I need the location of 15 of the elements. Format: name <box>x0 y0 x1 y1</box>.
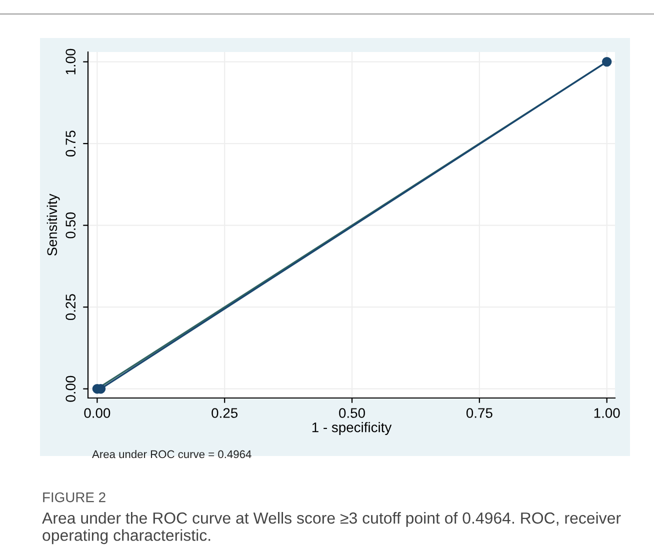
y-axis-title: Sensitivity <box>46 194 60 256</box>
y-tick-label: 0.00 <box>66 376 76 402</box>
x-tick-label: 1.00 <box>594 408 620 418</box>
x-tick-label: 0.75 <box>466 408 492 418</box>
y-tick-label: 0.25 <box>66 294 76 320</box>
x-axis-title: 1 - specificity <box>312 422 392 436</box>
y-tick-label: 0.50 <box>66 212 76 238</box>
x-tick-label: 0.00 <box>84 408 110 418</box>
y-tick-label: 0.75 <box>66 130 76 157</box>
text: Area under ROC curve = 0.4964 <box>92 450 252 458</box>
caption: FIGURE 2 <box>43 492 106 502</box>
y-tick-label: 1.00 <box>66 48 76 74</box>
x-tick-label: 0.50 <box>339 408 365 418</box>
x-tick-label: 0.25 <box>212 408 238 418</box>
text: Area under the ROC curve at Wells score ≥3 cutoff point of 0.4964. ROC, receiver operating characteristic. <box>42 512 621 544</box>
